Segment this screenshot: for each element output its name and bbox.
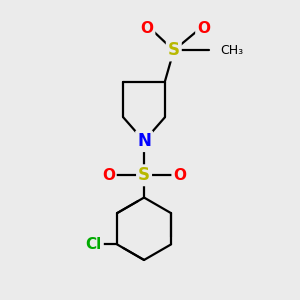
Text: O: O [140, 21, 154, 36]
Text: O: O [173, 168, 186, 183]
Text: S: S [138, 166, 150, 184]
Text: S: S [168, 41, 180, 59]
Text: Cl: Cl [86, 237, 102, 252]
Text: O: O [197, 21, 210, 36]
Text: CH₃: CH₃ [220, 44, 243, 57]
Text: N: N [137, 132, 151, 150]
Text: O: O [102, 168, 115, 183]
